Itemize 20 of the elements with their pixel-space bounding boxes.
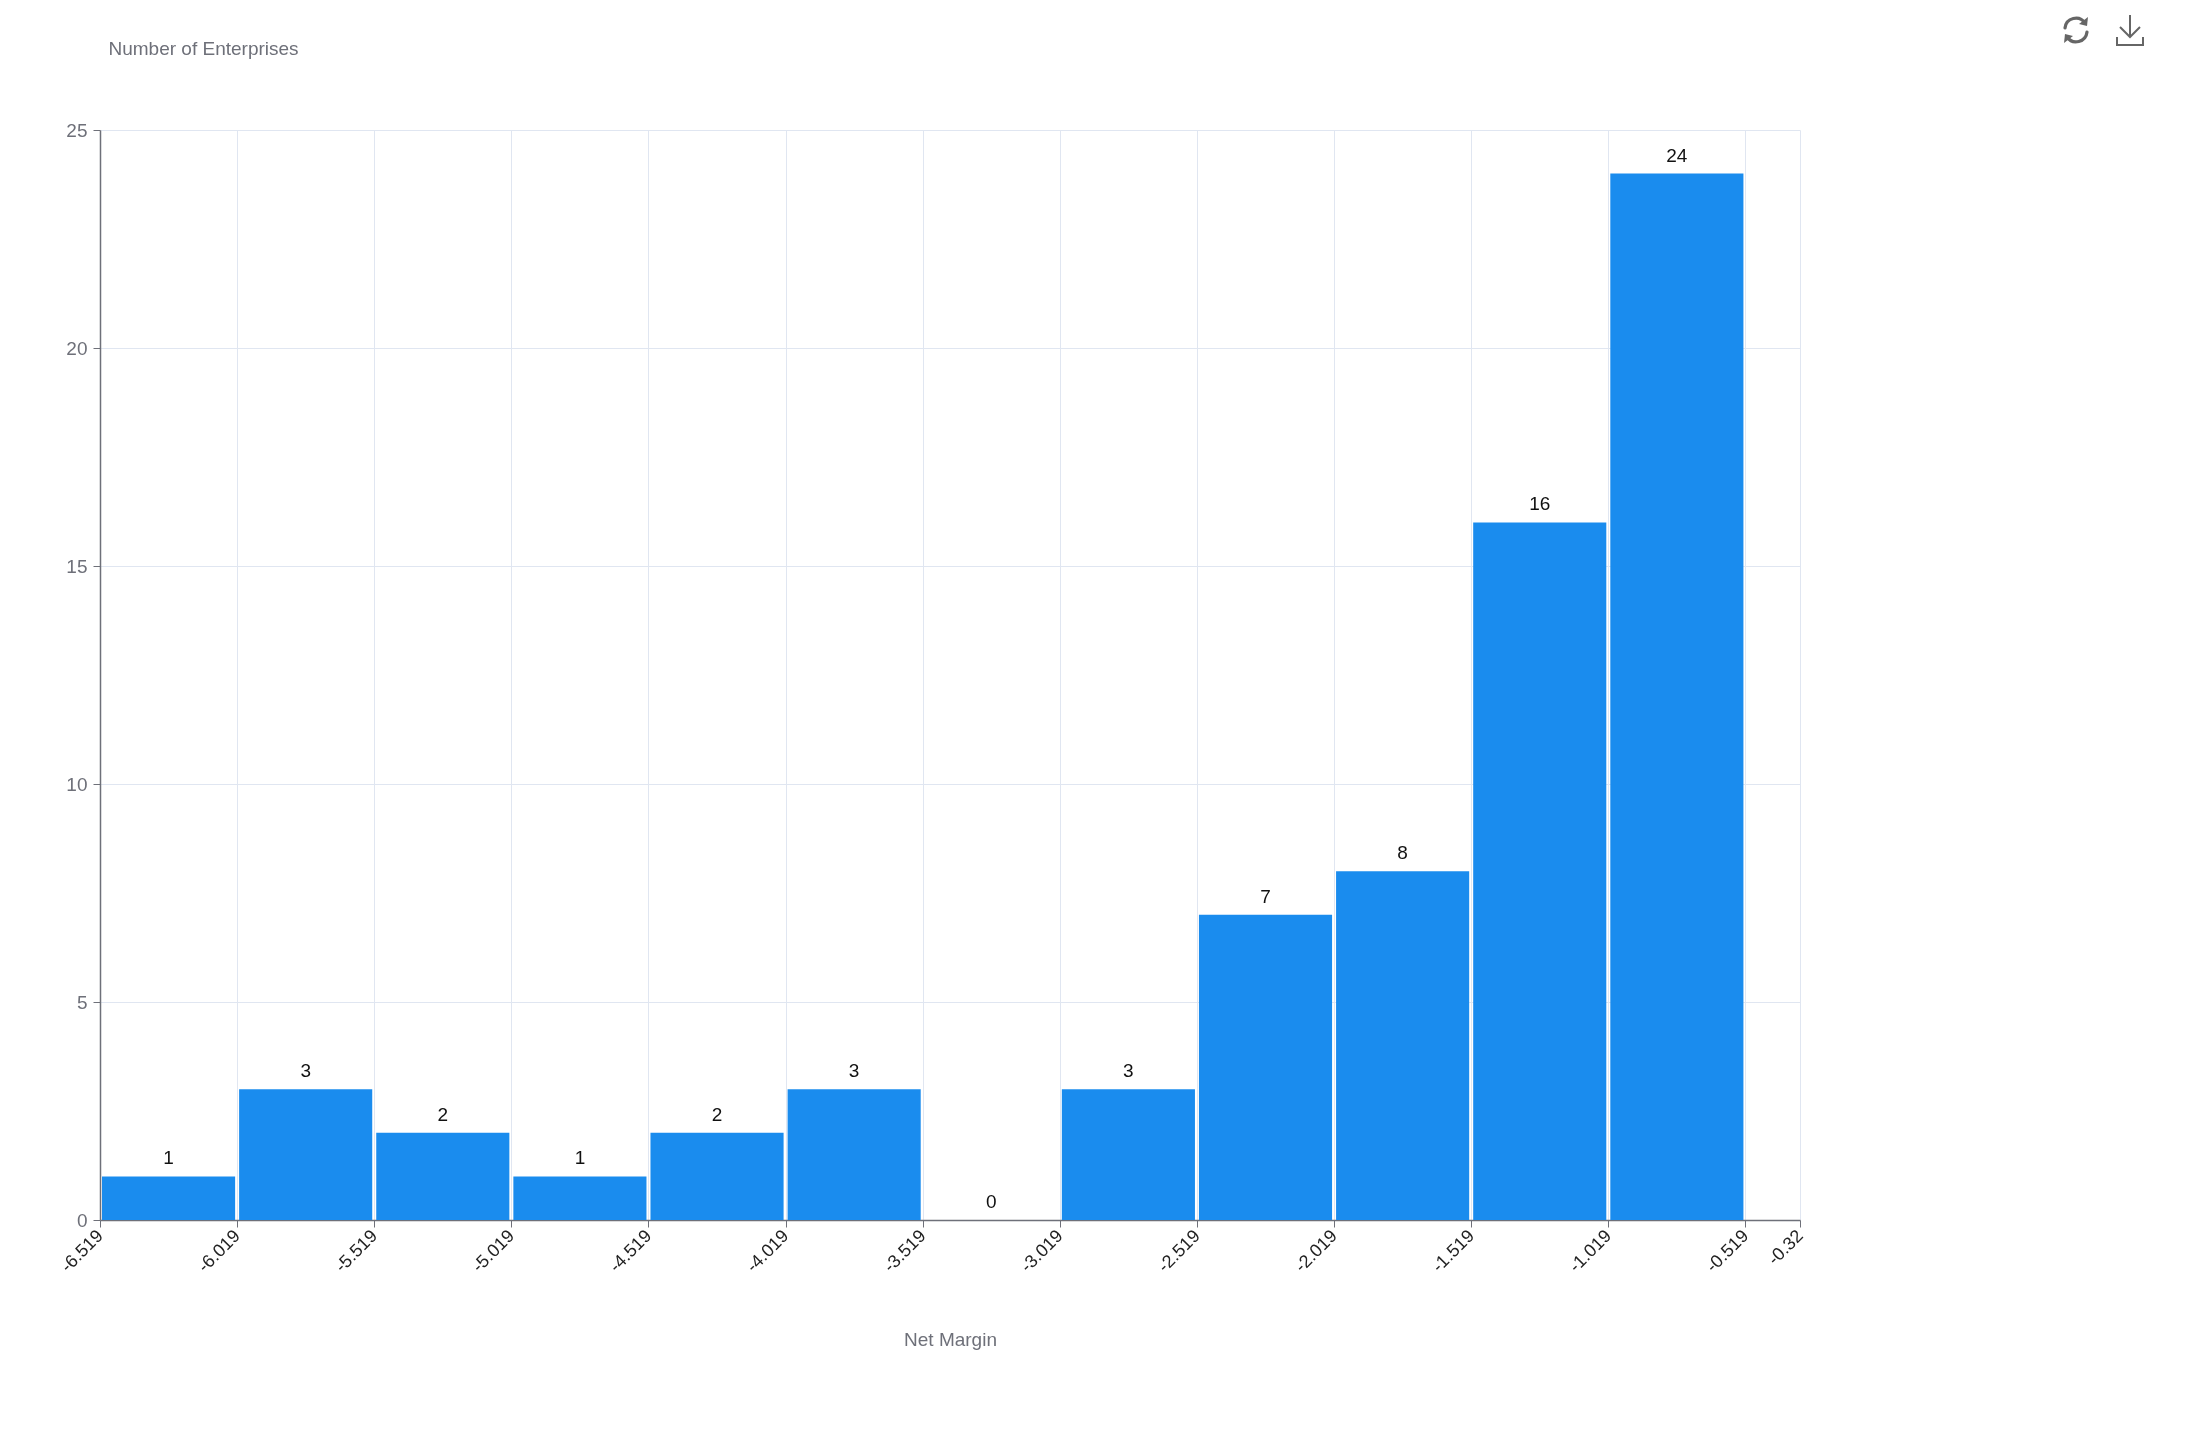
x-axis-title: Net Margin (904, 1328, 997, 1350)
data-label: 1 (163, 1147, 174, 1169)
data-label: 7 (1260, 885, 1271, 907)
data-label: 24 (1666, 144, 1688, 166)
y-tick-label: 5 (76, 991, 88, 1013)
data-label: 2 (437, 1103, 449, 1125)
data-label: 1 (574, 1147, 586, 1169)
y-tick-label: 0 (76, 1209, 88, 1231)
y-tick-label: 20 (66, 337, 88, 359)
data-label: 3 (300, 1060, 311, 1082)
data-label: 3 (848, 1060, 860, 1082)
data-label: 3 (1123, 1060, 1134, 1082)
data-label: 16 (1529, 493, 1551, 515)
y-tick-label: 15 (66, 555, 88, 577)
y-axis-title: Number of Enterprises (108, 37, 299, 59)
y-tick-label: 25 (66, 119, 88, 141)
data-label: 8 (1397, 842, 1408, 864)
data-label: 2 (711, 1103, 723, 1125)
y-tick-label: 10 (66, 773, 88, 795)
data-label: 0 (985, 1191, 997, 1212)
